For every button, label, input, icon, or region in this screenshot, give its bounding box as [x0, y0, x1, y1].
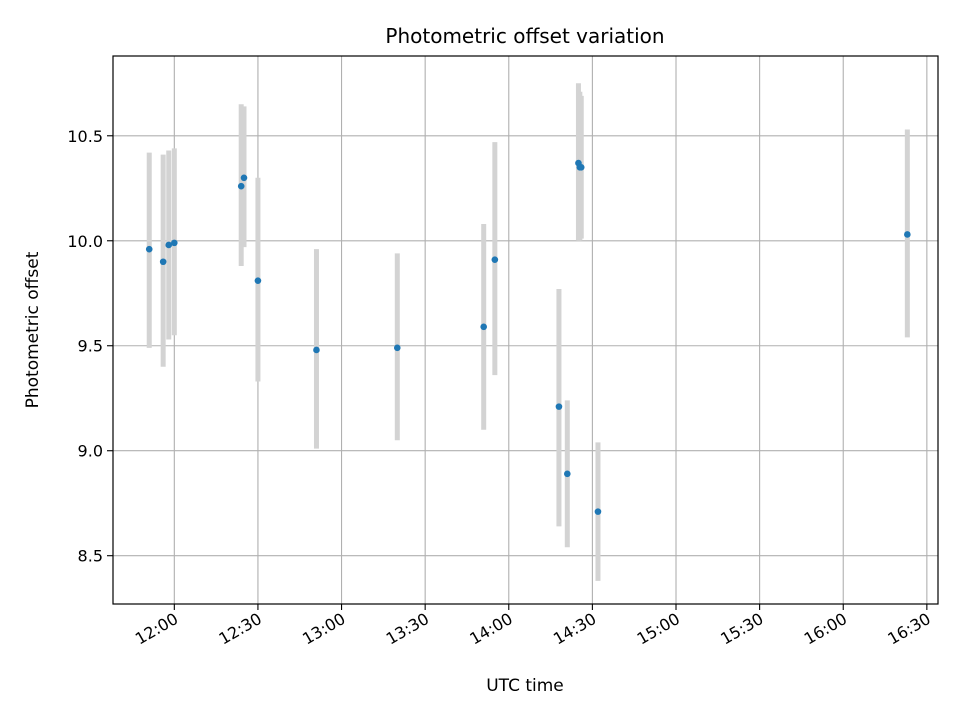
data-point — [564, 470, 571, 478]
data-point — [577, 163, 585, 171]
data-point — [145, 245, 153, 253]
point-layer — [145, 159, 911, 515]
data-point — [594, 508, 602, 515]
data-point — [904, 231, 911, 238]
plot-frame — [112, 55, 939, 605]
data-point — [171, 239, 178, 247]
data-point — [240, 174, 248, 182]
chart-title: Photometric offset variation — [385, 24, 664, 48]
y-tick-label: 8.5 — [78, 547, 103, 566]
y-tick-label: 9.0 — [78, 442, 103, 461]
grid-layer — [113, 56, 938, 604]
x-axis-label: UTC time — [486, 676, 564, 696]
y-tick-label: 10.5 — [67, 127, 103, 146]
data-point — [491, 256, 499, 263]
data-point — [237, 182, 245, 190]
data-point — [254, 277, 262, 284]
data-point — [313, 346, 320, 354]
y-axis-label: Photometric offset — [23, 251, 43, 408]
data-point — [393, 344, 401, 352]
data-point — [159, 258, 167, 266]
data-point — [555, 403, 563, 410]
y-tick-label: 10.0 — [67, 232, 103, 251]
data-point — [480, 323, 487, 331]
y-tick-label: 9.5 — [78, 337, 103, 356]
data-point — [165, 241, 173, 249]
